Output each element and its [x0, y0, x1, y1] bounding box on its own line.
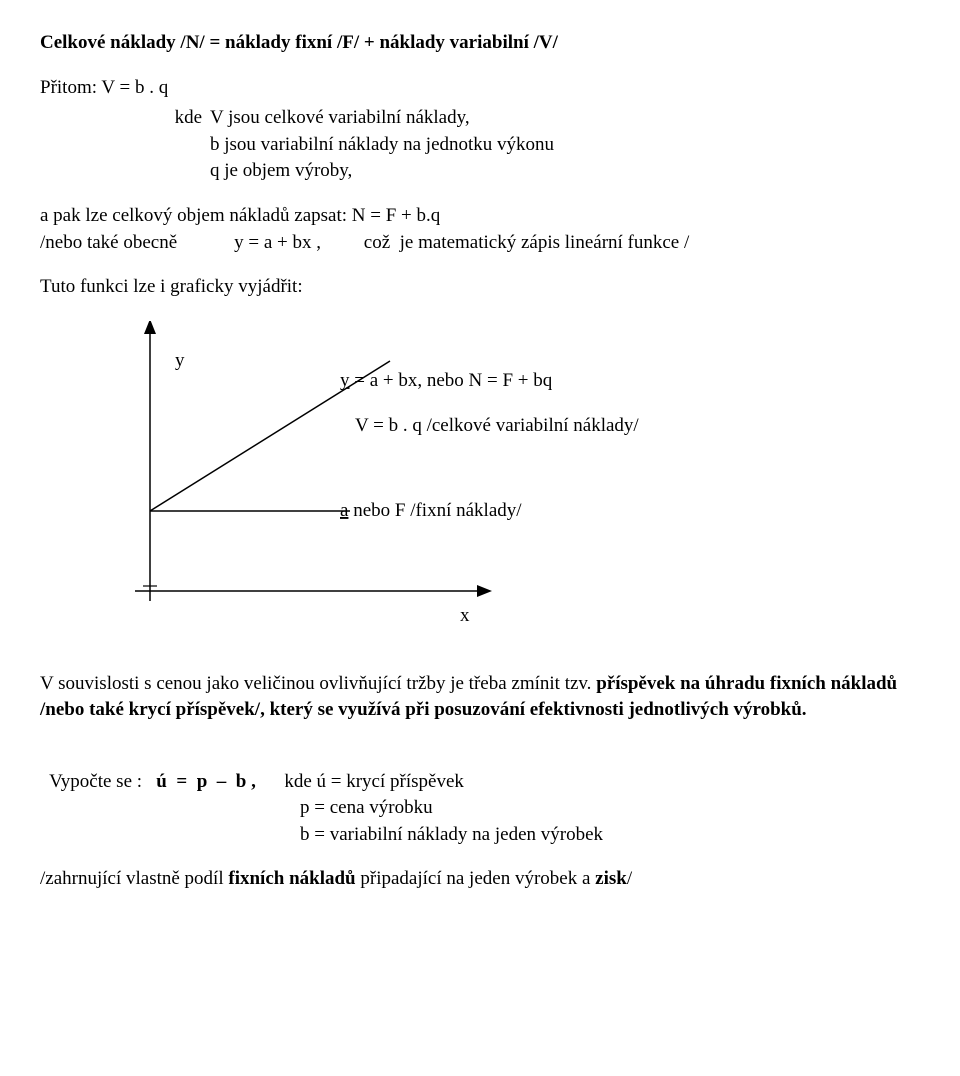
calc-line2: p = cena výrobku: [300, 795, 920, 822]
footer-a: /zahrnující vlastně podíl: [40, 868, 228, 889]
x-label: x: [460, 605, 470, 626]
kde-l3: q je objem výroby,: [210, 160, 352, 181]
kde-marker: kde: [40, 105, 210, 185]
kde-l1: V jsou celkové variabilní náklady,: [210, 107, 470, 128]
a-label-rest: nebo F /fixní náklady/: [348, 500, 522, 521]
calc-line3: b = variabilní náklady na jeden výrobek: [300, 822, 920, 849]
calc-b: ú = p – b ,: [156, 771, 256, 792]
footer-c: připadající na jeden výrobek a: [356, 868, 596, 889]
calc-c: kde ú = krycí příspěvek: [256, 771, 464, 792]
title: Celkové náklady /N/ = náklady fixní /F/ …: [40, 30, 920, 57]
para1-b: příspěvek na úhradu fixních nákladů: [596, 673, 897, 694]
calc-a: Vypočte se :: [49, 771, 156, 792]
slope-label: y = a + bx, nebo N = F + bq: [340, 370, 553, 391]
kde-content: V jsou celkové variabilní náklady, b jso…: [210, 105, 920, 185]
footer-b: fixních nákladů: [228, 868, 355, 889]
para1-a: V souvislosti s cenou jako veličinou ovl…: [40, 673, 596, 694]
pritom-text: Přitom: V = b . q: [40, 75, 168, 102]
slope-label-u: y: [340, 370, 350, 391]
para1-d: , který se využívá při posuzování efekti…: [260, 699, 806, 720]
footer-e: /: [627, 868, 632, 889]
zapsat-line: a pak lze celkový objem nákladů zapsat: …: [40, 203, 920, 230]
y-label: y: [175, 350, 185, 371]
nebo-line: /nebo také obecně y = a + bx , což je ma…: [40, 230, 920, 257]
pritom-line: Přitom: V = b . q: [40, 75, 920, 102]
kde-block: kde V jsou celkové variabilní náklady, b…: [40, 105, 920, 185]
cost-graph: y y = a + bx, nebo N = F + bq V = b . q …: [90, 321, 920, 641]
calc-line1: Vypočte se : ú = p – b , kde ú = krycí p…: [40, 742, 920, 795]
para1-c: /nebo také krycí příspěvek/: [40, 699, 260, 720]
v-label: V = b . q /celkové variabilní náklady/: [355, 415, 639, 436]
slope-label-rest: = a + bx, nebo N = F + bq: [350, 370, 553, 391]
a-label: a nebo F /fixní náklady/: [340, 500, 522, 521]
footer-d: zisk: [595, 868, 627, 889]
graph-svg: y y = a + bx, nebo N = F + bq V = b . q …: [90, 321, 790, 641]
footer-line: /zahrnující vlastně podíl fixních náklad…: [40, 866, 920, 893]
kde-l2: b jsou variabilní náklady na jednotku vý…: [210, 134, 554, 155]
tuto-line: Tuto funkci lze i graficky vyjádřit:: [40, 274, 920, 301]
para-prispevek: V souvislosti s cenou jako veličinou ovl…: [40, 671, 920, 724]
